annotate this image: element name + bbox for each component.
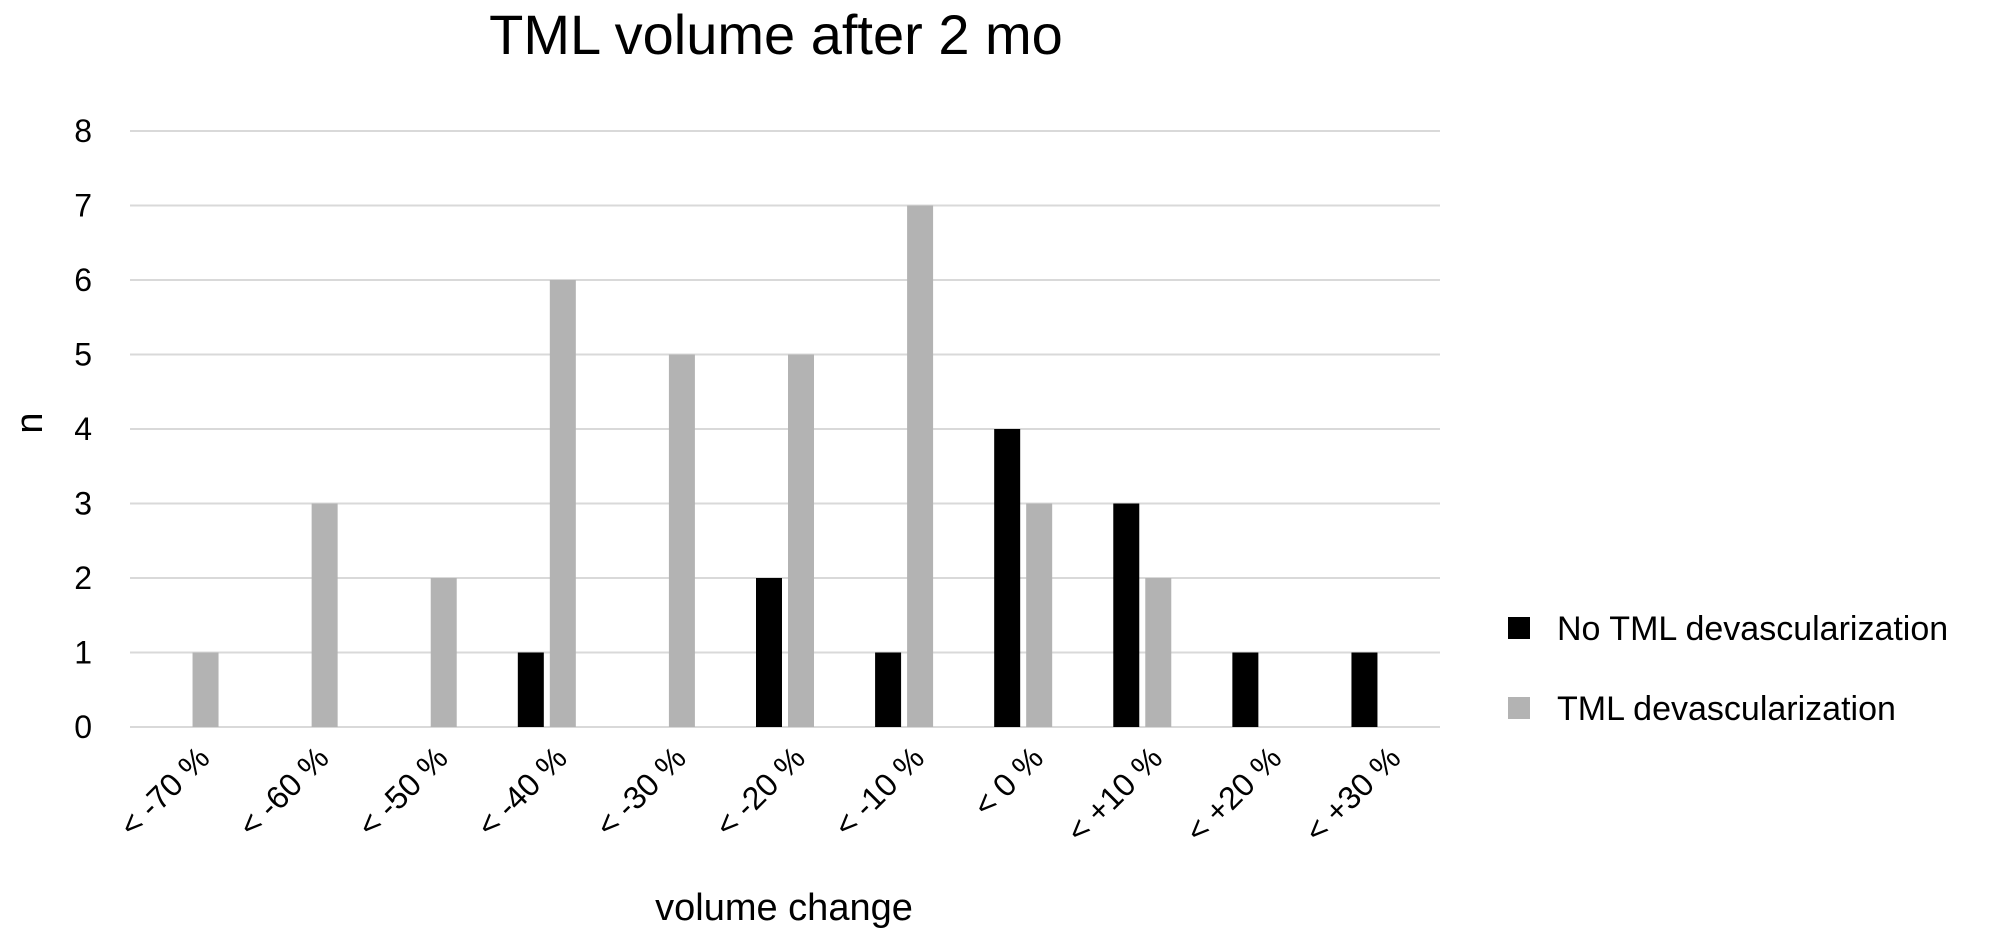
bar-tml-devascularization-30 [668, 354, 695, 727]
x-tick-label: < +10 % [1059, 739, 1169, 849]
bar-no-tml-devascularization-10 [1113, 503, 1140, 727]
x-tick-label: < -30 % [589, 739, 693, 843]
x-tick-label: < -60 % [232, 739, 336, 843]
bar-no-tml-devascularization-0 [994, 429, 1021, 727]
x-axis-ticks: < -70 % < -60 % < -50 % < -40 % < -30 % < -20… [112, 739, 1407, 849]
bar-tml-devascularization-0 [1026, 503, 1053, 727]
bar-tml-devascularization-10 [1145, 578, 1172, 727]
gridlines [130, 130, 1440, 728]
bar-no-tml-devascularization-40 [517, 652, 544, 727]
y-tick-label: 7 [74, 188, 92, 224]
x-tick-label: < 0 % [966, 739, 1050, 823]
legend-label-no-tml-devascularization: No TML devascularization [1557, 610, 1948, 648]
bar-tml-devascularization-50 [430, 578, 457, 727]
x-axis-label: volume change [655, 887, 913, 929]
x-tick-label: < +30 % [1298, 739, 1408, 849]
y-tick-label: 0 [74, 709, 92, 745]
legend-swatch-tml-devascularization [1508, 697, 1530, 719]
bar-tml-devascularization-60 [311, 503, 338, 727]
x-tick-label: < -20 % [708, 739, 812, 843]
y-tick-label: 4 [74, 411, 92, 447]
legend-swatch-no-tml-devascularization [1508, 617, 1530, 639]
bar-tml-devascularization-40 [549, 280, 576, 727]
bars [192, 205, 1378, 727]
y-axis-ticks: 0 1 2 3 4 5 6 7 8 [74, 113, 92, 745]
bar-tml-devascularization-10 [907, 205, 934, 727]
bar-no-tml-devascularization-10 [875, 652, 902, 727]
x-tick-label: < -40 % [470, 739, 574, 843]
chart-title: TML volume after 2 mo [489, 3, 1063, 66]
legend: No TML devascularization TML devasculari… [1508, 610, 1948, 728]
y-axis-label: n [9, 412, 51, 433]
x-tick-label: < -50 % [351, 739, 455, 843]
bar-no-tml-devascularization-20 [1232, 652, 1259, 727]
y-tick-label: 3 [74, 486, 92, 522]
bar-no-tml-devascularization-30 [1351, 652, 1378, 727]
bar-no-tml-devascularization-20 [756, 578, 782, 727]
x-tick-label: < -10 % [827, 739, 931, 843]
y-tick-label: 2 [74, 560, 92, 596]
y-tick-label: 1 [74, 635, 92, 671]
y-tick-label: 8 [74, 113, 92, 149]
legend-label-tml-devascularization: TML devascularization [1557, 690, 1896, 728]
y-tick-label: 5 [74, 337, 92, 373]
y-tick-label: 6 [74, 262, 92, 298]
x-tick-label: < +20 % [1179, 739, 1289, 849]
bar-tml-devascularization-20 [788, 354, 814, 727]
x-tick-label: < -70 % [112, 739, 216, 843]
bar-tml-devascularization-70 [192, 652, 219, 727]
